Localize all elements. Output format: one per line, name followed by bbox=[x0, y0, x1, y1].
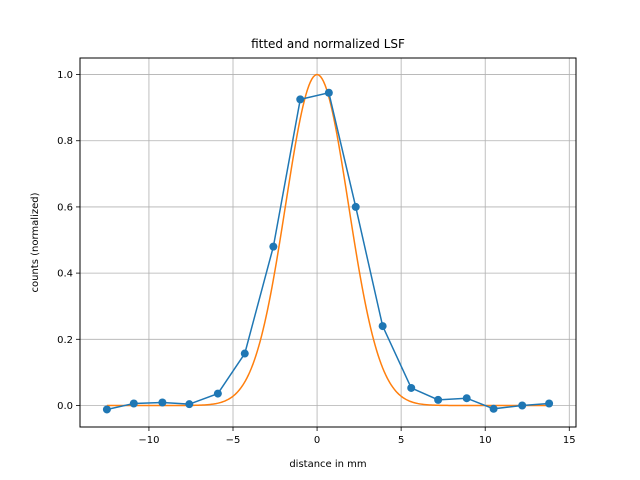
data-point bbox=[185, 400, 194, 409]
y-tick-label: 1.0 bbox=[57, 70, 73, 81]
data-point bbox=[296, 95, 305, 104]
data-point bbox=[102, 405, 111, 414]
x-tick-label: −5 bbox=[226, 435, 241, 446]
data-point bbox=[434, 395, 443, 404]
data-point bbox=[158, 398, 167, 407]
y-tick-label: 0.6 bbox=[57, 202, 73, 213]
y-tick-label: 0.4 bbox=[57, 269, 73, 280]
x-axis-label: distance in mm bbox=[289, 459, 366, 470]
grid bbox=[80, 58, 576, 427]
y-tick-label: 0.8 bbox=[57, 136, 73, 147]
data-point bbox=[240, 349, 249, 358]
plot-frame bbox=[79, 57, 577, 428]
data-point bbox=[378, 322, 387, 331]
fit-curve bbox=[106, 73, 550, 407]
x-tick-label: −10 bbox=[138, 435, 159, 446]
data-point bbox=[269, 242, 278, 251]
axis-ticks: −10 −5 0 5 10 15 0.0 0.2 0.4 0.6 0.8 1.0 bbox=[57, 70, 576, 446]
data-point bbox=[324, 88, 333, 97]
y-axis-label: counts (normalized) bbox=[30, 192, 41, 292]
fit-series bbox=[106, 73, 550, 407]
data-point bbox=[462, 394, 471, 403]
chart-title: fitted and normalized LSF bbox=[251, 37, 405, 51]
data-point bbox=[545, 399, 554, 408]
data-line bbox=[106, 91, 550, 411]
data-point bbox=[351, 202, 360, 211]
data-series bbox=[102, 88, 554, 414]
y-tick-label: 0.0 bbox=[57, 401, 73, 412]
x-tick-label: 0 bbox=[314, 435, 320, 446]
x-tick-label: 5 bbox=[398, 435, 404, 446]
x-tick-label: 15 bbox=[563, 435, 576, 446]
x-tick-label: 10 bbox=[479, 435, 492, 446]
y-tick-label: 0.2 bbox=[57, 335, 73, 346]
data-point bbox=[489, 404, 498, 413]
data-point bbox=[407, 383, 416, 392]
data-point bbox=[518, 401, 527, 410]
data-point bbox=[129, 399, 138, 408]
data-point bbox=[213, 389, 222, 398]
